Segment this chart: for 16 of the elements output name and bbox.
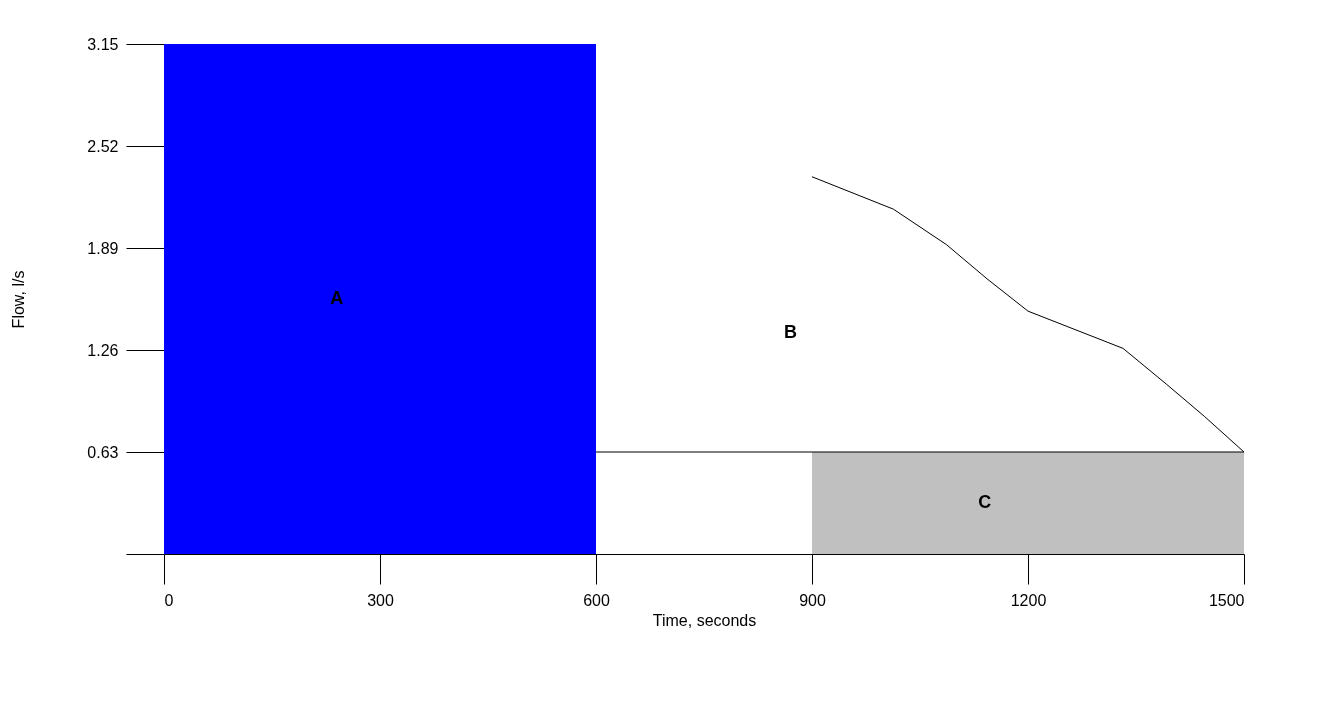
x-tick-label: 300 [367, 591, 394, 609]
x-tick-label: 1200 [1010, 591, 1047, 609]
annotation: A [330, 288, 344, 308]
annotation: C [978, 492, 992, 512]
x-tick-label: 0 [164, 591, 174, 609]
x-axis-title: Time, seconds [652, 611, 757, 629]
x-tick-label: 900 [799, 591, 826, 609]
y-tick-label: 2.52 [87, 137, 119, 155]
y-tick-label: 0.63 [87, 443, 119, 461]
x-tick-label: 600 [583, 591, 610, 609]
y-tick-label: 1.26 [87, 341, 119, 359]
annotation: B [783, 321, 797, 342]
y-axis-title: Flow, l/s [10, 270, 28, 329]
x-tick-label: 1500 [1208, 591, 1245, 609]
y-tick-label: 1.89 [87, 239, 119, 257]
y-tick-label: 3.15 [87, 35, 119, 53]
